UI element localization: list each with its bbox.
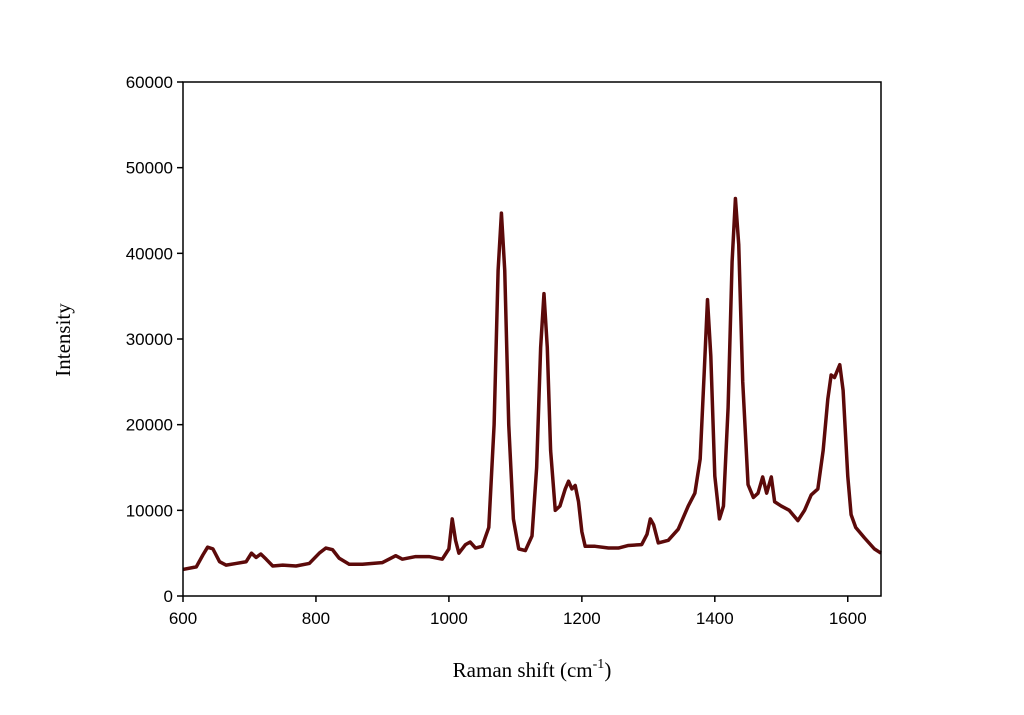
y-tick-label: 20000: [126, 416, 173, 435]
y-tick-label: 0: [164, 587, 173, 606]
x-tick-label: 600: [169, 609, 197, 628]
x-tick-label: 1600: [829, 609, 867, 628]
plot-frame: [182, 81, 882, 597]
x-tick-label: 1400: [696, 609, 734, 628]
x-tick-label: 800: [302, 609, 330, 628]
y-tick-label: 10000: [126, 501, 173, 520]
y-axis-title: Intensity: [51, 303, 75, 377]
x-axis-title: Raman shift (cm-1): [453, 657, 612, 682]
x-tick-label: 1000: [430, 609, 468, 628]
x-tick-label: 1200: [563, 609, 601, 628]
y-tick-label: 50000: [126, 159, 173, 178]
y-tick-label: 30000: [126, 330, 173, 349]
y-tick-label: 40000: [126, 244, 173, 263]
y-tick-label: 60000: [126, 73, 173, 92]
spectrum-line: [182, 196, 882, 572]
